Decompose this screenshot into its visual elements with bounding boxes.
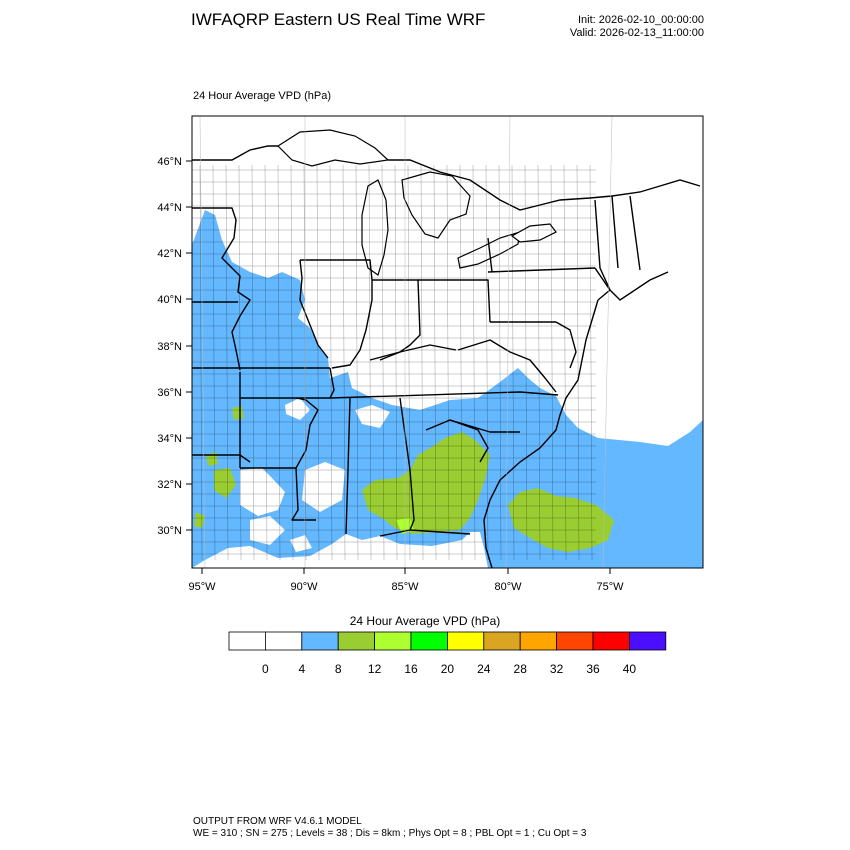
colorbar-label: 0 [262,662,269,676]
footer-config: WE = 310 ; SN = 275 ; Levels = 38 ; Dis … [193,828,587,839]
lat-label: 40°N [157,294,182,306]
colorbar-swatch [483,631,521,651]
colorbar-swatch [410,631,448,651]
colorbar-label: 20 [441,662,455,676]
colorbar-title: 24 Hour Average VPD (hPa) [349,614,501,628]
colorbar-swatch [592,631,630,651]
longitude-labels: 95°W 90°W 85°W 80°W 75°W [188,581,624,593]
map-content [192,116,703,568]
colorbar-label: 16 [404,662,418,676]
lat-label: 44°N [157,202,182,214]
init-time: Init: 2026-02-10_00:00:00 [578,14,704,26]
footer-model: OUTPUT FROM WRF V4.6.1 MODEL [193,816,362,827]
lat-label: 38°N [157,341,182,353]
lon-label: 90°W [290,581,318,593]
colorbar-swatch [556,631,594,651]
colorbar-swatch [337,631,376,651]
latitude-labels: 46°N 44°N 42°N 40°N 38°N 36°N 34°N 32°N 30°N [157,156,182,537]
colorbar-label: 24 [477,662,491,676]
colorbar-swatch [228,631,266,651]
lat-label: 34°N [157,433,182,445]
lat-label: 46°N [157,156,182,168]
vpd-below-4-holes [240,398,390,552]
lat-label: 30°N [157,525,182,537]
colorbar [228,631,667,651]
lat-label: 42°N [157,248,182,260]
colorbar-swatch [374,631,412,651]
valid-time: Valid: 2026-02-13_11:00:00 [569,27,704,39]
colorbar-label: 32 [550,662,564,676]
lon-label: 85°W [391,581,419,593]
graticule [199,116,613,568]
lat-label: 32°N [157,479,182,491]
axis-ticks [186,160,611,574]
colorbar-labels: 0 4 8 12 16 20 24 28 32 36 40 [262,662,636,676]
colorbar-swatch [446,631,485,651]
colorbar-label: 28 [514,662,528,676]
main-title: IWFAQRP Eastern US Real Time WRF [191,10,486,29]
colorbar-label: 12 [368,662,382,676]
colorbar-label: 40 [623,662,637,676]
county-lines [192,164,596,561]
colorbar-swatch [264,631,303,651]
lon-label: 75°W [596,581,624,593]
lon-label: 95°W [188,581,216,593]
lon-label: 80°W [494,581,522,593]
lat-label: 36°N [157,387,182,399]
colorbar-swatch [629,631,667,651]
colorbar-swatch [519,631,558,651]
colorbar-swatch [301,631,339,651]
coastline [192,145,701,568]
colorbar-label: 8 [335,662,342,676]
colorbar-label: 36 [586,662,600,676]
map-frame [191,115,704,569]
great-lakes [277,129,557,276]
colorbar-label: 4 [298,662,305,676]
field-label: 24 Hour Average VPD (hPa) [193,90,331,102]
